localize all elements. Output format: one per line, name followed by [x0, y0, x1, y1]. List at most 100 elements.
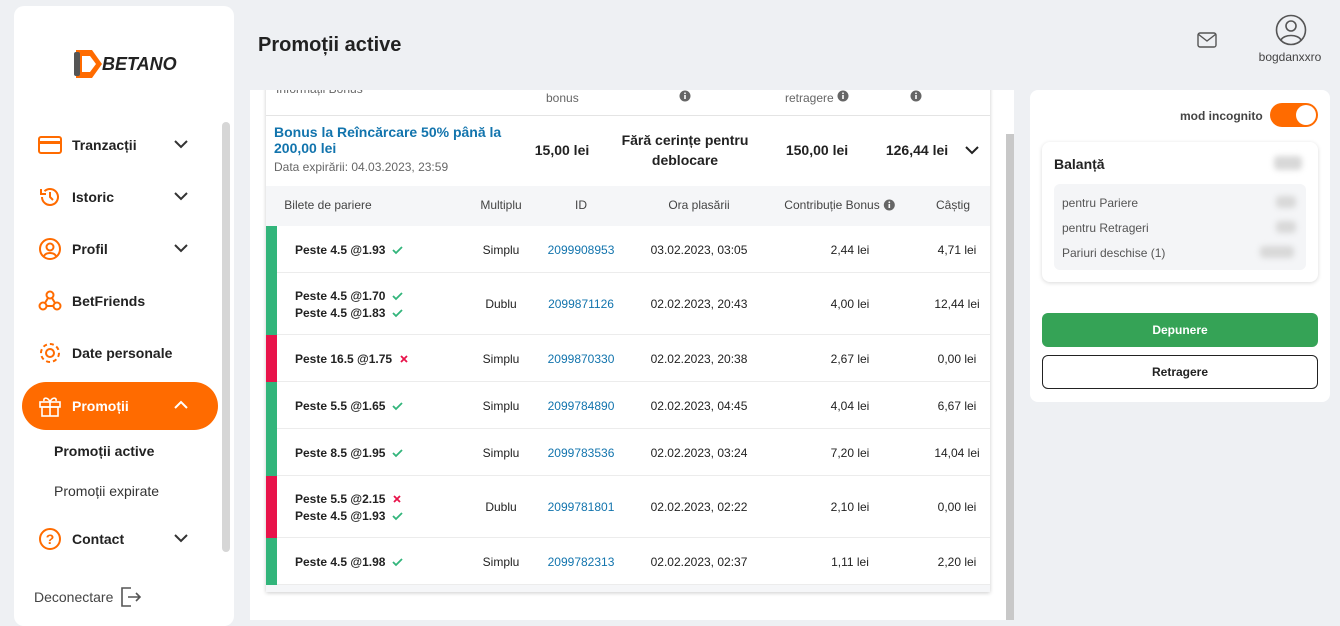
balance-item: pentru Pariere [1062, 196, 1139, 210]
column-header: Contribuție Bonus [784, 198, 896, 212]
winnings: 2,20 lei [937, 554, 977, 569]
bet-type: Simplu [482, 351, 520, 366]
status-bar [266, 335, 277, 382]
selection: Peste 4.5 @1.93 [295, 242, 404, 257]
status-bar [266, 226, 277, 273]
bonus-remaining: 126,44 lei [885, 142, 949, 158]
menu-item[interactable]: ? Contact [22, 515, 218, 563]
selection: Peste 4.5 @1.83 [295, 305, 404, 320]
winnings: 0,00 lei [937, 351, 977, 366]
selection: Peste 8.5 @1.95 [295, 446, 404, 460]
status-bar [266, 382, 277, 429]
sidebar: BETANO [14, 6, 234, 626]
winnings: 6,67 lei [937, 398, 977, 413]
placed-time: 03.02.2023, 03:05 [650, 242, 748, 257]
selection-text: Peste 4.5 @1.98 [295, 554, 386, 569]
icon [38, 290, 62, 311]
column-header: ID [575, 198, 587, 212]
mail-icon[interactable] [1197, 32, 1217, 48]
selection: Peste 5.5 @2.15 [295, 492, 403, 506]
winnings: 0,00 lei [937, 500, 977, 514]
menu-item[interactable]: Date personale [22, 329, 218, 377]
contribution: 2,10 lei [830, 500, 870, 514]
contribution: 2,67 lei [830, 351, 870, 366]
chevron [174, 192, 188, 201]
ticket-id[interactable]: 2099782313 [547, 554, 615, 569]
chevron [174, 140, 188, 149]
icon: ? [39, 528, 61, 550]
icon [392, 511, 404, 520]
menu-label: BetFriends [72, 293, 146, 309]
divider [266, 115, 990, 116]
ticket-row: Peste 5.5 @1.65 Simplu 2099784890 02.02.202… [266, 382, 990, 429]
status-bar [266, 476, 277, 538]
bonus-withdraw: 150,00 lei [785, 142, 849, 158]
menu-item[interactable]: Istoric [22, 173, 218, 221]
contribution: 4,04 lei [830, 398, 870, 413]
icon [393, 494, 402, 503]
selection: Peste 16.5 @1.75 [295, 352, 410, 366]
bonus-name[interactable]: Bonus la Reîncărcare 50% până la 200,00 … [274, 124, 502, 156]
menu-item[interactable]: BetFriends [22, 277, 218, 325]
icon [39, 397, 61, 417]
submenu-item[interactable]: Promoții expirate [54, 483, 160, 499]
promotions-panel: Informații Bonus bonus retragere Bonus la R… [250, 90, 1014, 620]
ticket-row: Peste 5.5 @2.15 Peste 4.5 @1.93 Dublu 20997… [266, 476, 990, 538]
menu-label: Istoric [72, 189, 115, 205]
icon [392, 308, 404, 317]
icon [965, 146, 979, 155]
ticket-id[interactable]: 2099871126 [548, 297, 614, 311]
column-header: Informații Bonus [276, 90, 363, 96]
hidden-value [1276, 196, 1296, 208]
withdraw-button[interactable]: Retragere [1042, 355, 1318, 389]
ticket-id[interactable]: 2099908953 [547, 242, 615, 257]
hidden-value [1276, 221, 1296, 233]
contribution: 7,20 lei [830, 445, 870, 460]
user-icon[interactable] [1275, 14, 1307, 46]
chevron [174, 244, 188, 253]
status-bar [266, 429, 277, 476]
ticket-row: Peste 8.5 @1.95 Simplu 2099783536 02.02.202… [266, 429, 990, 476]
logout[interactable]: Deconectare [34, 586, 143, 608]
menu-item[interactable]: Tranzacții [22, 121, 218, 169]
icon [837, 90, 849, 102]
menu-item[interactable]: Promoții [22, 382, 218, 430]
ticket-id[interactable]: 2099781801 [547, 500, 615, 514]
contribution: 1,11 lei [831, 554, 869, 569]
page-title: Promoții active [258, 34, 402, 56]
icon [40, 188, 59, 206]
menu-item[interactable]: Profil [22, 225, 218, 273]
column-header: Ora plasării [668, 198, 730, 212]
icon [679, 90, 691, 102]
logo-text: BETANO [102, 53, 177, 74]
scrollbar [222, 122, 230, 552]
submenu-item[interactable]: Promoții active [54, 443, 155, 459]
ticket-id[interactable]: 2099784890 [547, 398, 615, 413]
incognito-toggle[interactable] [1270, 103, 1318, 127]
bet-type: Simplu [482, 242, 520, 257]
selection-text: Peste 5.5 @1.65 [295, 398, 386, 413]
bet-type: Dublu [485, 297, 517, 311]
ticket-row: Peste 16.5 @1.75 Simplu 2099870330 02.02.20… [266, 335, 990, 382]
selection-text: Peste 4.5 @1.93 [295, 242, 386, 257]
ticket-row: Peste 4.5 @1.93 Simplu 2099908953 03.02.202… [266, 226, 990, 273]
ticket-id[interactable]: 2099870330 [547, 351, 615, 366]
tickets-table: Bilete de pariere Multiplu ID Ora plasării C… [266, 186, 990, 592]
icon [392, 557, 404, 566]
selection: Peste 4.5 @1.93 [295, 509, 404, 523]
ticket-id[interactable]: 2099783536 [547, 445, 615, 460]
icon [884, 199, 896, 211]
bet-type: Dublu [485, 500, 517, 514]
hidden-value [1274, 156, 1302, 170]
deposit-button[interactable]: Depunere [1042, 313, 1318, 347]
placed-time: 02.02.2023, 20:38 [650, 351, 748, 366]
menu-label: Date personale [72, 345, 173, 361]
icon [39, 238, 61, 260]
username: bogdanxxro [1258, 50, 1322, 64]
balance-details: pentru Pariere pentru Retrageri Pariuri de… [1054, 184, 1306, 270]
icon [392, 245, 404, 254]
selection-text: Peste 4.5 @1.83 [295, 305, 386, 320]
status-bar [266, 538, 277, 585]
bonus-amount: 15,00 lei [534, 142, 590, 158]
